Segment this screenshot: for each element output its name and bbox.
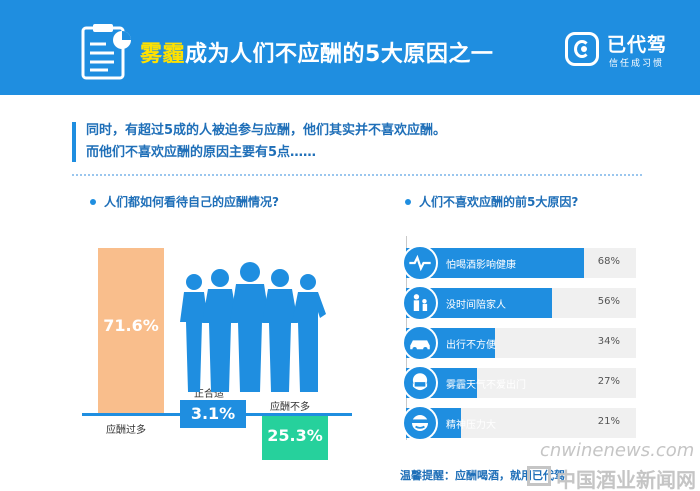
reason-percent: 34%: [597, 336, 620, 347]
heartbeat-icon: [402, 245, 438, 281]
mask-icon: [402, 365, 438, 401]
clipboard-chart-icon: [81, 24, 131, 80]
title-highlight: 雾霾: [140, 42, 186, 67]
box-not-much: [262, 416, 328, 460]
dotted-divider: [72, 174, 642, 176]
reason-row-stress: 精神压力大 21%: [402, 405, 636, 441]
right-section-bullet: [405, 199, 411, 205]
brand-slogan: 信任成习惯: [609, 59, 665, 69]
reason-label: 精神压力大: [446, 420, 496, 431]
value-just-right: 3.1%: [190, 404, 236, 423]
intro-line-1: 同时，有超过5成的人被迫参与应酬，他们其实并不喜欢应酬。: [86, 123, 447, 138]
title-rest: 成为人们不应酬的5大原因之一: [185, 42, 494, 67]
footer-tip: 温馨提醒：应酬喝酒，就用已代驾: [400, 469, 565, 482]
stress-icon: [402, 405, 438, 441]
watermark-url: cnwinenews.com: [540, 440, 695, 461]
watermark-logo-icon: [527, 466, 551, 486]
reason-row-family: 没时间陪家人 56%: [402, 285, 636, 321]
label-just-right: 正合适: [194, 389, 224, 400]
family-icon: [402, 285, 438, 321]
brand-logo-block: 已代驾 信任成习惯: [565, 28, 685, 72]
reason-row-smog: 雾霾天气不爱出门 27%: [402, 365, 636, 401]
watermark-name: 中国酒业新闻网: [556, 468, 696, 491]
box-just-right: [180, 400, 246, 428]
label-too-much: 应酬过多: [106, 425, 146, 436]
reason-label: 出行不方便: [446, 340, 496, 351]
people-silhouettes-illustration: [180, 262, 326, 392]
brand-name: 已代驾: [607, 34, 668, 56]
left-section-bullet: [90, 199, 96, 205]
intro-line-2: 而他们不喜欢应酬的原因主要有5点……: [86, 145, 317, 160]
brand-c-logo-icon: [565, 32, 599, 66]
label-not-much: 应酬不多: [270, 402, 310, 413]
value-too-much: 71.6%: [103, 316, 159, 335]
reason-row-transport: 出行不方便 34%: [402, 325, 636, 361]
header-banner: 雾霾成为人们不应酬的5大原因之一 已代驾 信任成习惯: [0, 0, 700, 95]
reason-row-health: 怕喝酒影响健康 68%: [402, 245, 636, 281]
car-icon: [402, 325, 438, 361]
bar-too-much: [98, 248, 164, 413]
reason-label: 雾霾天气不爱出门: [446, 380, 526, 391]
reason-percent: 56%: [597, 296, 620, 307]
reason-percent: 68%: [597, 256, 620, 267]
reason-label: 没时间陪家人: [446, 300, 506, 311]
reason-percent: 27%: [597, 376, 620, 387]
right-section-title: 人们不喜欢应酬的前5大原因?: [419, 195, 579, 209]
reason-percent: 21%: [597, 416, 620, 427]
left-section-title: 人们都如何看待自己的应酬情况?: [104, 195, 279, 209]
value-not-much: 25.3%: [267, 426, 323, 445]
page-title: 雾霾成为人们不应酬的5大原因之一: [140, 36, 493, 68]
reason-label: 怕喝酒影响健康: [446, 260, 516, 271]
intro-text: 同时，有超过5成的人被迫参与应酬，他们其实并不喜欢应酬。 而他们不喜欢应酬的原因…: [86, 120, 446, 164]
intro-accent-bar: [72, 122, 76, 162]
